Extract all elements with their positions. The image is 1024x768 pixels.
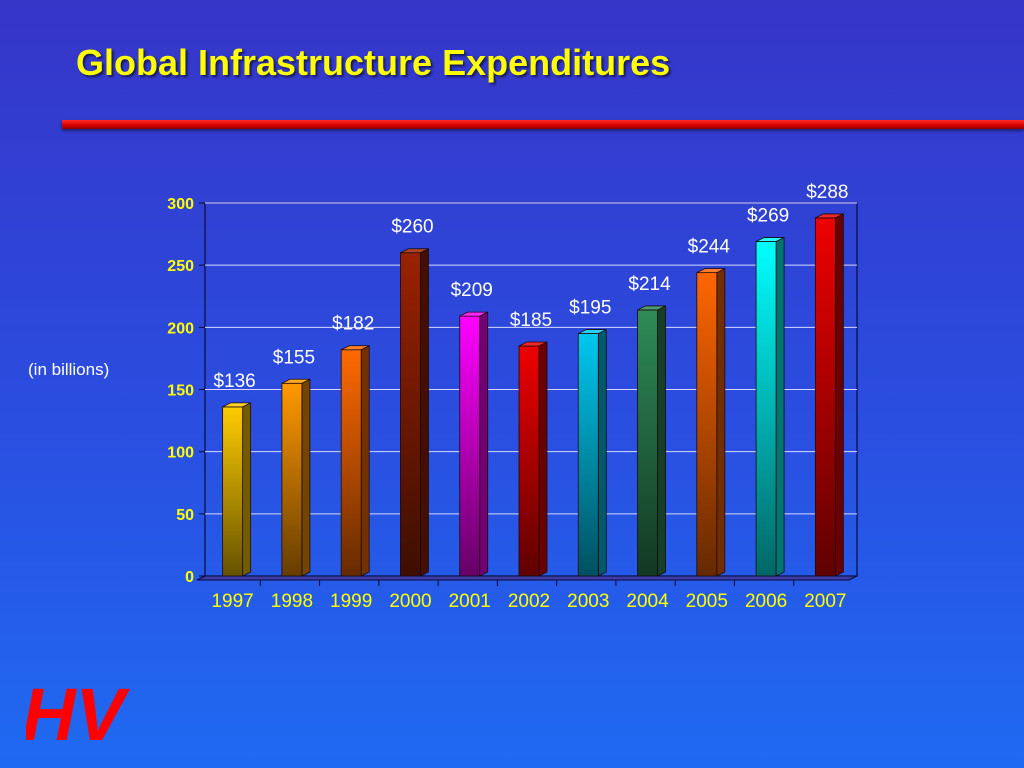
bar-side bbox=[597, 328, 607, 577]
x-tick-label: 2003 bbox=[567, 591, 609, 612]
bar-side bbox=[538, 341, 548, 577]
bar-side bbox=[242, 402, 252, 577]
bar-side bbox=[301, 378, 311, 577]
unit-label: (in billions) bbox=[28, 360, 110, 379]
y-tick-label: 50 bbox=[176, 507, 194, 524]
logo-text: HV bbox=[26, 674, 130, 744]
data-label: $269 bbox=[747, 206, 789, 227]
y-tick-label: 150 bbox=[167, 383, 194, 400]
x-tick-label: 1997 bbox=[211, 591, 253, 612]
bar-front bbox=[518, 345, 540, 577]
bar-2003: $195 bbox=[569, 298, 611, 577]
bar-front bbox=[340, 349, 362, 577]
bar-front bbox=[637, 309, 658, 577]
bar-2005: $244 bbox=[688, 237, 731, 577]
bar-2000: $260 bbox=[391, 217, 434, 577]
gridlines bbox=[205, 202, 857, 515]
chart-floor bbox=[196, 575, 858, 581]
y-tick-label: 100 bbox=[167, 445, 194, 462]
title-rule bbox=[62, 120, 1024, 129]
x-axis-ticks: 1997 1998 1999 2000 2001 2002 2003 2004 2005 2006… bbox=[211, 580, 847, 612]
bar-top bbox=[341, 345, 370, 351]
bar-2002: $185 bbox=[510, 310, 552, 577]
bar-front bbox=[222, 406, 244, 577]
bar-top bbox=[222, 402, 251, 408]
bar-side bbox=[775, 236, 785, 577]
y-axis-ticks: 0 50 100 150 200 250 300 bbox=[167, 196, 205, 586]
bar-top bbox=[755, 237, 785, 242]
data-label: $136 bbox=[213, 371, 255, 392]
bar-front bbox=[755, 241, 777, 577]
data-label: $214 bbox=[628, 274, 671, 295]
bar-2001: $209 bbox=[451, 280, 493, 577]
bar-top bbox=[696, 268, 725, 274]
bar-front bbox=[459, 315, 481, 577]
x-tick-label: 2004 bbox=[626, 591, 669, 612]
x-tick-label: 2002 bbox=[508, 591, 550, 612]
bar-front bbox=[814, 217, 836, 577]
bar-1997: $136 bbox=[213, 371, 256, 577]
x-tick-label: 1999 bbox=[330, 591, 372, 612]
data-label: $209 bbox=[451, 280, 493, 301]
bar-top bbox=[400, 248, 429, 254]
data-label: $288 bbox=[806, 182, 848, 203]
bar-side bbox=[657, 305, 666, 577]
bar-side bbox=[479, 311, 489, 577]
x-tick-label: 2001 bbox=[449, 591, 491, 612]
bar-front bbox=[400, 252, 421, 577]
bar-2004: $214 bbox=[628, 274, 671, 577]
bar-front bbox=[281, 382, 303, 577]
bar-2006: $269 bbox=[747, 206, 789, 577]
bars: $136 $155 $182 $260 $209 $185 $195 $214 $244 $269… bbox=[213, 182, 849, 577]
bar-side bbox=[360, 345, 370, 577]
y-tick-label: 300 bbox=[167, 196, 194, 213]
y-tick-label: 200 bbox=[167, 320, 194, 337]
bar-1999: $182 bbox=[332, 314, 374, 577]
x-tick-label: 2006 bbox=[745, 591, 787, 612]
x-tick-label: 2007 bbox=[804, 591, 846, 612]
x-tick-label: 2000 bbox=[389, 591, 431, 612]
bar-top bbox=[637, 305, 666, 311]
bar-top bbox=[281, 378, 311, 384]
bar-top bbox=[578, 329, 607, 334]
data-label: $182 bbox=[332, 314, 374, 335]
bar-front bbox=[577, 333, 599, 577]
bar-side bbox=[420, 248, 429, 577]
data-label: $195 bbox=[569, 298, 611, 319]
data-label: $260 bbox=[391, 217, 433, 238]
bar-front bbox=[696, 272, 718, 577]
bar-top bbox=[518, 341, 548, 347]
bar-2007: $288 bbox=[806, 182, 849, 577]
hv-logo: HV bbox=[26, 674, 130, 744]
x-tick-label: 1998 bbox=[271, 591, 313, 612]
slide-title: Global Infrastructure Expenditures bbox=[76, 42, 671, 83]
y-tick-label: 250 bbox=[167, 258, 194, 275]
data-label: $155 bbox=[273, 347, 315, 368]
data-label: $244 bbox=[688, 237, 731, 258]
bar-1998: $155 bbox=[273, 347, 315, 577]
bar-top bbox=[815, 213, 844, 219]
y-tick-label: 0 bbox=[185, 569, 194, 586]
bar-top bbox=[459, 311, 488, 317]
bar-side bbox=[834, 213, 844, 577]
data-label: $185 bbox=[510, 310, 552, 331]
x-tick-label: 2005 bbox=[686, 591, 728, 612]
bar-side bbox=[716, 267, 726, 577]
